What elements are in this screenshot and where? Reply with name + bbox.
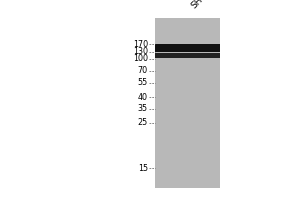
Text: 15: 15 xyxy=(138,164,148,173)
Bar xyxy=(155,44,220,52)
Text: 130: 130 xyxy=(133,47,148,56)
Text: 170: 170 xyxy=(133,40,148,49)
Text: 55: 55 xyxy=(138,78,148,87)
Bar xyxy=(155,18,220,188)
Text: 25: 25 xyxy=(138,118,148,127)
Text: 100: 100 xyxy=(133,54,148,63)
Text: SH-SY5Y: SH-SY5Y xyxy=(189,0,222,10)
Text: 35: 35 xyxy=(138,104,148,113)
Text: 70: 70 xyxy=(138,66,148,75)
Bar xyxy=(155,53,220,58)
Text: 40: 40 xyxy=(138,93,148,102)
